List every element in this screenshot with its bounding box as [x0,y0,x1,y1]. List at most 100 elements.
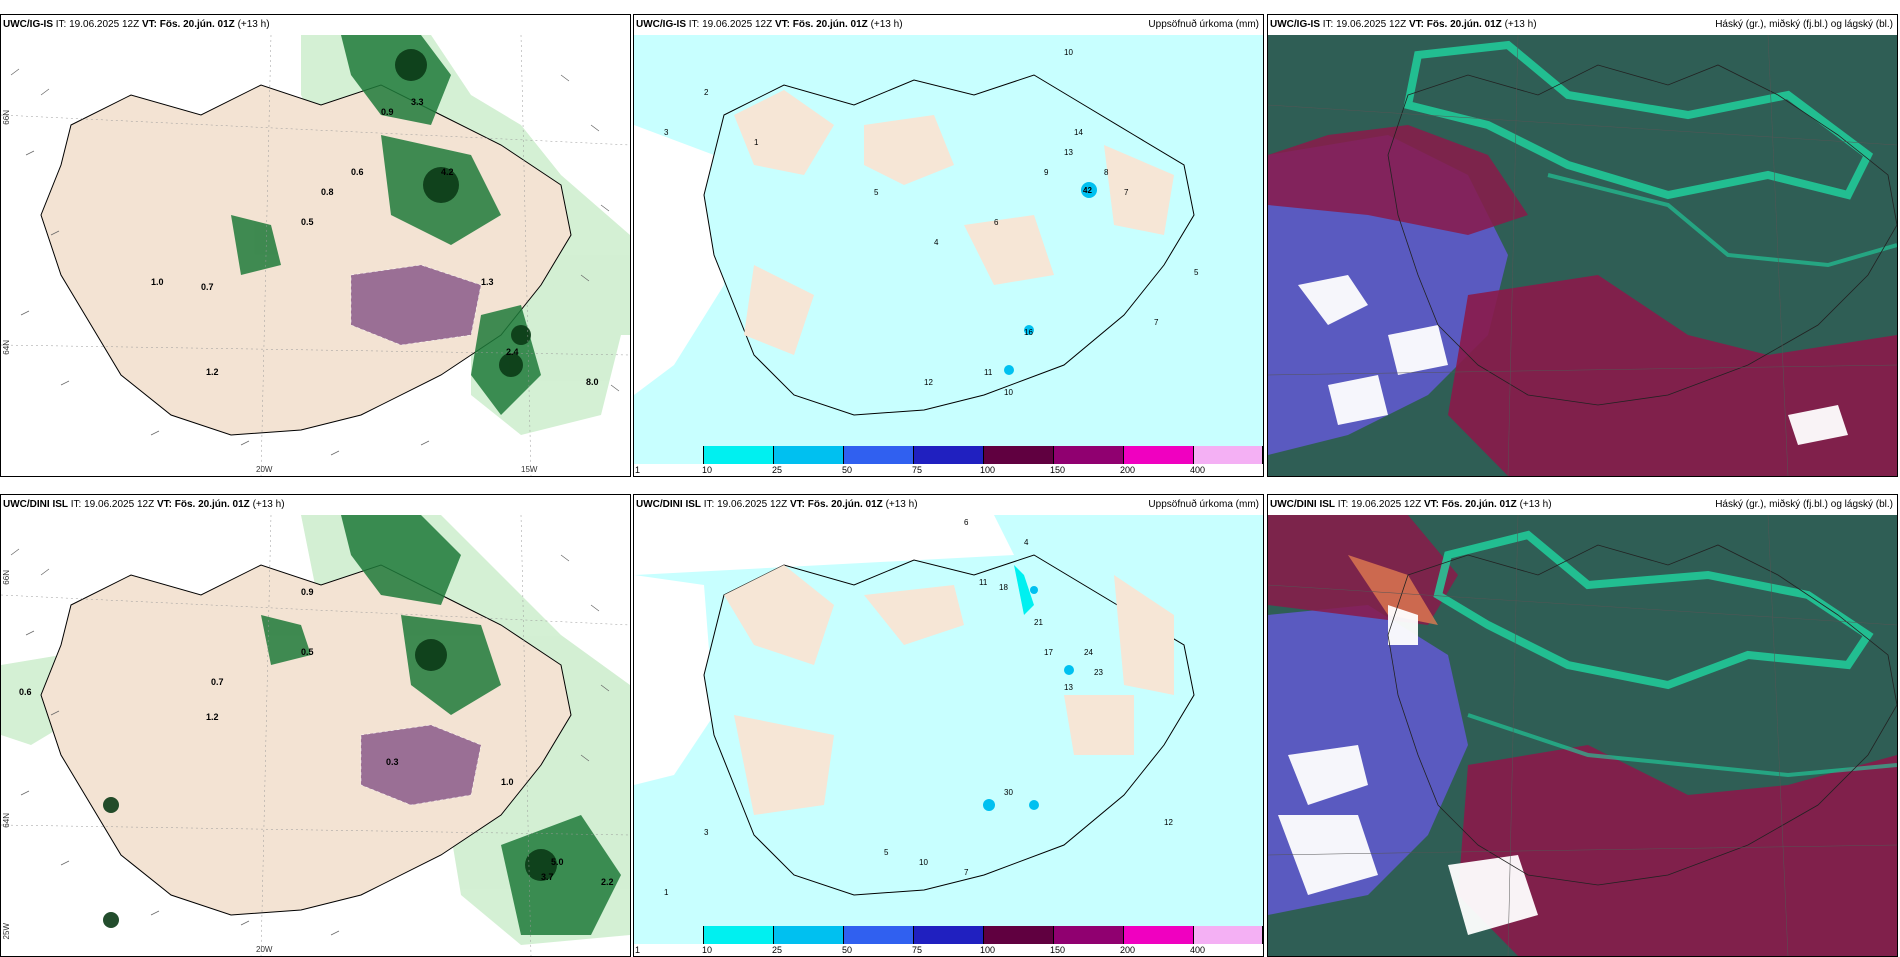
rain-label: 1.2 [206,712,219,722]
rain-label: 3.3 [411,97,424,107]
rain-label: 8.0 [586,377,599,387]
lat-label-64: 64N [2,340,11,355]
colorbar-label: 400 [1190,945,1206,955]
rain-label: 0.7 [201,282,214,292]
precip-value: 1 [754,138,759,147]
panel-title: Uppsöfnuð úrkoma (mm) [1148,19,1259,30]
colorbar-swatch [634,446,704,464]
lon-label-20: 20W [256,465,273,474]
cloud-map [1268,35,1897,476]
panel-igis-precip-wind: UWC/IG-IS IT: 19.06.2025 12Z VT: Fös. 20… [0,14,631,477]
colorbar-label: 200 [1120,465,1136,475]
lon-label-15: 15W [521,465,538,474]
colorbar-swatch [914,926,984,944]
accum-precip-map: 2 1 3 5 10 14 13 9 8 42 7 6 4 16 11 12 1… [634,35,1263,446]
precip-value: 24 [1084,648,1093,657]
precip-value: 2 [704,88,709,97]
precip-value: 23 [1094,668,1103,677]
rain-label: 1.3 [481,277,494,287]
precip-value: 13 [1064,148,1073,157]
colorbar-label: 10 [702,465,713,475]
map-view[interactable]: 0.6 0.9 0.5 1.2 0.3 0.7 5.0 2.2 3.7 1.0 [1,515,630,956]
colorbar-swatch [1124,926,1194,944]
precip-value: 6 [994,218,999,227]
colorbar-swatch [984,926,1054,944]
precip-value: 1 [664,888,669,897]
lat-label-64: 64N [2,813,11,828]
colorbar-swatch [774,926,844,944]
rain-label: 0.8 [321,187,334,197]
rain-label: 1.0 [151,277,164,287]
iceland-outline [1387,544,1897,886]
cloud-map [1268,515,1897,956]
rain-label: 0.6 [351,167,364,177]
colorbar-swatch [1194,926,1263,944]
colorbar-swatch [704,446,774,464]
map-view[interactable]: 6 4 11 18 21 17 24 23 13 30 12 10 7 5 3 … [634,515,1263,926]
map-view[interactable]: 0.9 0.6 0.8 1.0 3.3 0.5 0.7 1.2 2.4 4.2 … [1,35,630,476]
precip-value: 3 [704,828,709,837]
rain-label: 2.4 [506,347,519,357]
precip-value: 4 [934,238,939,247]
panel-title: Uppsöfnuð úrkoma (mm) [1148,499,1259,510]
precip-value: 3 [664,128,669,137]
precip-value: 21 [1034,618,1043,627]
rain-label: 0.5 [301,647,314,657]
colorbar-label: 75 [912,945,923,955]
map-view[interactable] [1268,515,1897,956]
precip-value: 7 [1154,318,1159,327]
precip-value: 10 [1064,48,1073,57]
precip-value: 12 [1164,818,1173,827]
precip-value: 10 [1004,388,1013,397]
colorbar-label: 10 [702,945,713,955]
iceland-outline [703,74,1195,416]
precip-value: 11 [979,578,988,587]
colorbar-label: 1 [635,945,641,955]
rain-label: 5.0 [551,857,564,867]
precip-value: 14 [1074,128,1083,137]
panel-header: UWC/DINI ISL IT: 19.06.2025 12Z VT: Fös.… [636,499,918,510]
rain-label: 2.2 [601,877,614,887]
precip-value: 5 [874,188,879,197]
colorbar-label: 100 [980,465,996,475]
iceland-outline [1387,64,1897,406]
colorbar-swatch [844,926,914,944]
precip-value: 11 [984,368,993,377]
colorbar: 1 10 25 50 75 100 150 200 400 [634,926,1263,956]
precip-value: 9 [1044,168,1049,177]
panel-dini-accum-precip: UWC/DINI ISL IT: 19.06.2025 12Z VT: Fös.… [633,494,1264,957]
lat-label-66: 66N [2,570,11,585]
colorbar-swatch [914,446,984,464]
colorbar-label: 25 [772,465,783,475]
precip-wind-map: 0.9 0.6 0.8 1.0 3.3 0.5 0.7 1.2 2.4 4.2 … [1,35,630,476]
lat-label-66: 66N [2,110,11,125]
precip-value: 4 [1024,538,1029,547]
colorbar-label: 150 [1050,465,1066,475]
precip-value: 5 [884,848,889,857]
precip-value: 8 [1104,168,1109,177]
panel-igis-accum-precip: UWC/IG-IS IT: 19.06.2025 12Z VT: Fös. 20… [633,14,1264,477]
precip-value: 12 [924,378,933,387]
colorbar-swatch [774,446,844,464]
colorbar-swatch [1194,446,1263,464]
panel-title: Háský (gr.), miðský (fj.bl.) og lágský (… [1715,499,1893,510]
rain-label: 0.5 [301,217,314,227]
precip-value: 6 [964,518,969,527]
precip-wind-map: 0.6 0.9 0.5 1.2 0.3 0.7 5.0 2.2 3.7 1.0 [1,515,630,956]
map-view[interactable]: 2 1 3 5 10 14 13 9 8 42 7 6 4 16 11 12 1… [634,35,1263,446]
panel-header: UWC/DINI ISL IT: 19.06.2025 12Z VT: Fös.… [1270,499,1552,510]
map-view[interactable] [1268,35,1897,476]
accum-precip-map: 6 4 11 18 21 17 24 23 13 30 12 10 7 5 3 … [634,515,1263,926]
rain-label: 3.7 [541,872,554,882]
precip-value: 42 [1083,186,1092,195]
panel-dini-precip-wind: UWC/DINI ISL IT: 19.06.2025 12Z VT: Fös.… [0,494,631,957]
colorbar-label: 150 [1050,945,1066,955]
colorbar-label: 100 [980,945,996,955]
colorbar-swatch [1054,926,1124,944]
rain-label: 4.2 [441,167,454,177]
rain-label: 0.9 [381,107,394,117]
panel-igis-clouds: UWC/IG-IS IT: 19.06.2025 12Z VT: Fös. 20… [1267,14,1898,477]
precip-value: 17 [1044,648,1053,657]
rain-label: 0.3 [386,757,399,767]
precip-value: 13 [1064,683,1073,692]
